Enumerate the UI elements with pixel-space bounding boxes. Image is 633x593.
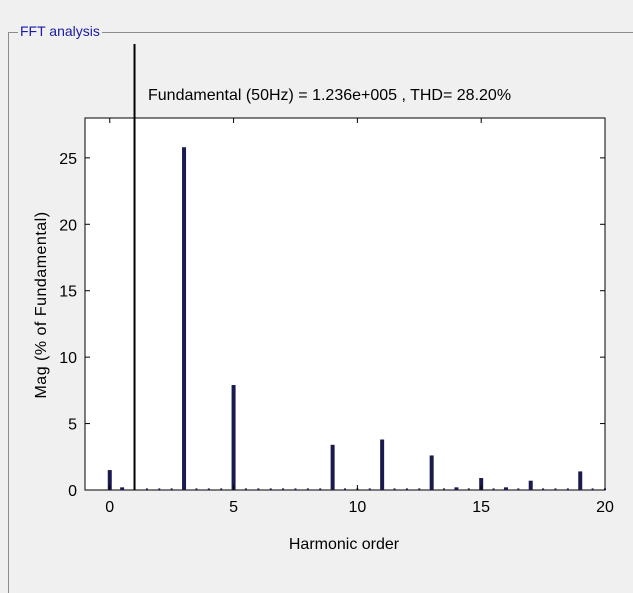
bars-group xyxy=(107,147,606,490)
y-axis-label: Mag (% of Fundamental) xyxy=(33,211,50,398)
baseline-bar xyxy=(244,488,247,490)
x-tick-label: 5 xyxy=(229,499,238,516)
x-tick-label: 10 xyxy=(348,499,366,516)
baseline-bar xyxy=(207,488,210,490)
ticks-group: 0 5 10 15 20 0 5 10 15 20 25 xyxy=(59,118,614,516)
baseline-bar xyxy=(554,488,557,490)
x-tick-label: 0 xyxy=(105,499,114,516)
harmonic-bar xyxy=(231,385,236,490)
baseline-bar xyxy=(344,488,346,490)
y-tick-label: 0 xyxy=(68,483,77,500)
y-tick-label: 15 xyxy=(59,284,77,301)
baseline-bar xyxy=(368,488,371,490)
y-tick-label: 20 xyxy=(59,217,77,234)
harmonic-bar xyxy=(330,444,335,490)
baseline-bar xyxy=(405,488,408,490)
harmonic-bar xyxy=(578,471,583,490)
baseline-bar xyxy=(591,488,594,490)
panel-title: FFT analysis xyxy=(18,22,102,40)
x-tick-label: 15 xyxy=(472,499,490,516)
baseline-bar xyxy=(467,488,470,490)
harmonic-bar xyxy=(182,147,187,490)
x-tick-label: 20 xyxy=(596,499,614,516)
baseline-bar xyxy=(170,488,173,490)
baseline-bar xyxy=(517,488,520,490)
y-tick-label: 10 xyxy=(59,350,77,367)
y-tick-label: 25 xyxy=(59,151,77,168)
baseline-bar xyxy=(282,488,285,490)
baseline-bar xyxy=(257,488,260,490)
baseline-bar xyxy=(492,488,495,490)
harmonic-bar xyxy=(429,455,434,490)
plot-area xyxy=(84,117,606,491)
harmonic-bar xyxy=(120,487,125,490)
harmonic-bar xyxy=(528,480,533,490)
harmonic-bar xyxy=(107,470,112,490)
harmonic-bar xyxy=(479,478,484,490)
harmonic-bar xyxy=(454,487,459,490)
baseline-bar xyxy=(418,488,421,490)
x-axis-label: Harmonic order xyxy=(289,536,400,553)
chart-title: Fundamental (50Hz) = 1.236e+005 , THD= 2… xyxy=(148,87,511,104)
baseline-bar xyxy=(145,488,148,490)
baseline-bar xyxy=(269,488,272,490)
baseline-bar xyxy=(319,488,322,490)
baseline-bar xyxy=(393,488,396,490)
baseline-bar xyxy=(306,488,309,490)
baseline-bar xyxy=(542,488,545,490)
baseline-bar xyxy=(443,488,446,490)
harmonic-bar xyxy=(380,439,385,490)
baseline-bar xyxy=(566,488,569,490)
baseline-bar xyxy=(158,488,161,490)
baseline-bar xyxy=(195,488,198,490)
fft-chart: 0 5 10 15 20 0 5 10 15 20 25 Fundamental (50Hz) = … xyxy=(33,44,614,553)
baseline-bar xyxy=(294,488,297,490)
baseline-bar xyxy=(220,488,223,490)
y-tick-label: 5 xyxy=(68,417,77,434)
panel-frame xyxy=(8,32,633,593)
harmonic-bar xyxy=(503,487,508,490)
